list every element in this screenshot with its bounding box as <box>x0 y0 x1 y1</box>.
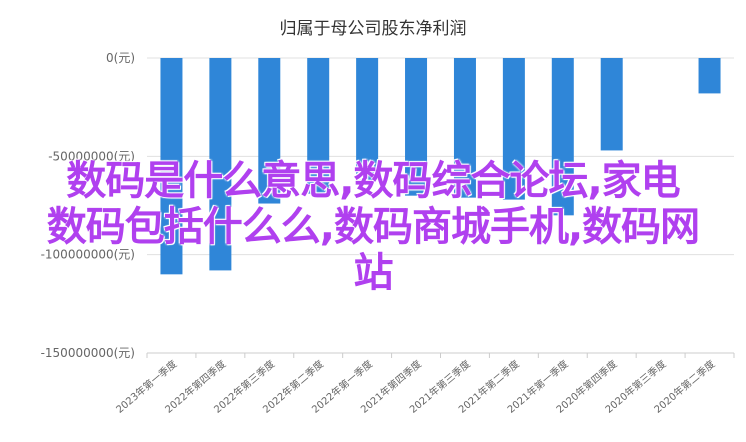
bar <box>307 58 330 194</box>
x-axis: 2023年第一季度2022年第四季度2022年第三季度2022年第二季度2022… <box>113 353 735 416</box>
bar <box>551 58 574 216</box>
y-tick-label: 0(元) <box>106 51 135 65</box>
bar <box>698 58 721 94</box>
bar <box>502 58 525 200</box>
watermark-overlay-text: 数码是什么意思,数码综合论坛,家电 数码包括什么么,数码商城手机,数码网 站 <box>0 158 746 296</box>
bar <box>160 58 183 275</box>
bar <box>356 58 379 180</box>
chart-title: 归属于母公司股东净利润 <box>280 19 467 39</box>
bar <box>453 58 476 198</box>
y-tick-label: -100000000(元) <box>41 248 135 262</box>
y-tick-label: -150000000(元) <box>41 346 135 360</box>
overlay-line-1: 数码是什么意思,数码综合论坛,家电 <box>66 158 680 204</box>
bar <box>258 58 281 204</box>
bar <box>600 58 623 151</box>
overlay-line-2: 数码包括什么么,数码商城手机,数码网 <box>46 204 700 250</box>
overlay-line-3: 站 <box>353 250 394 296</box>
bar <box>405 58 428 196</box>
y-axis: 0(元) -50000000(元) -100000000(元) -150000000(… <box>41 51 135 360</box>
y-tick-label: -50000000(元) <box>48 149 135 163</box>
bars <box>160 58 721 275</box>
bar <box>209 58 232 271</box>
